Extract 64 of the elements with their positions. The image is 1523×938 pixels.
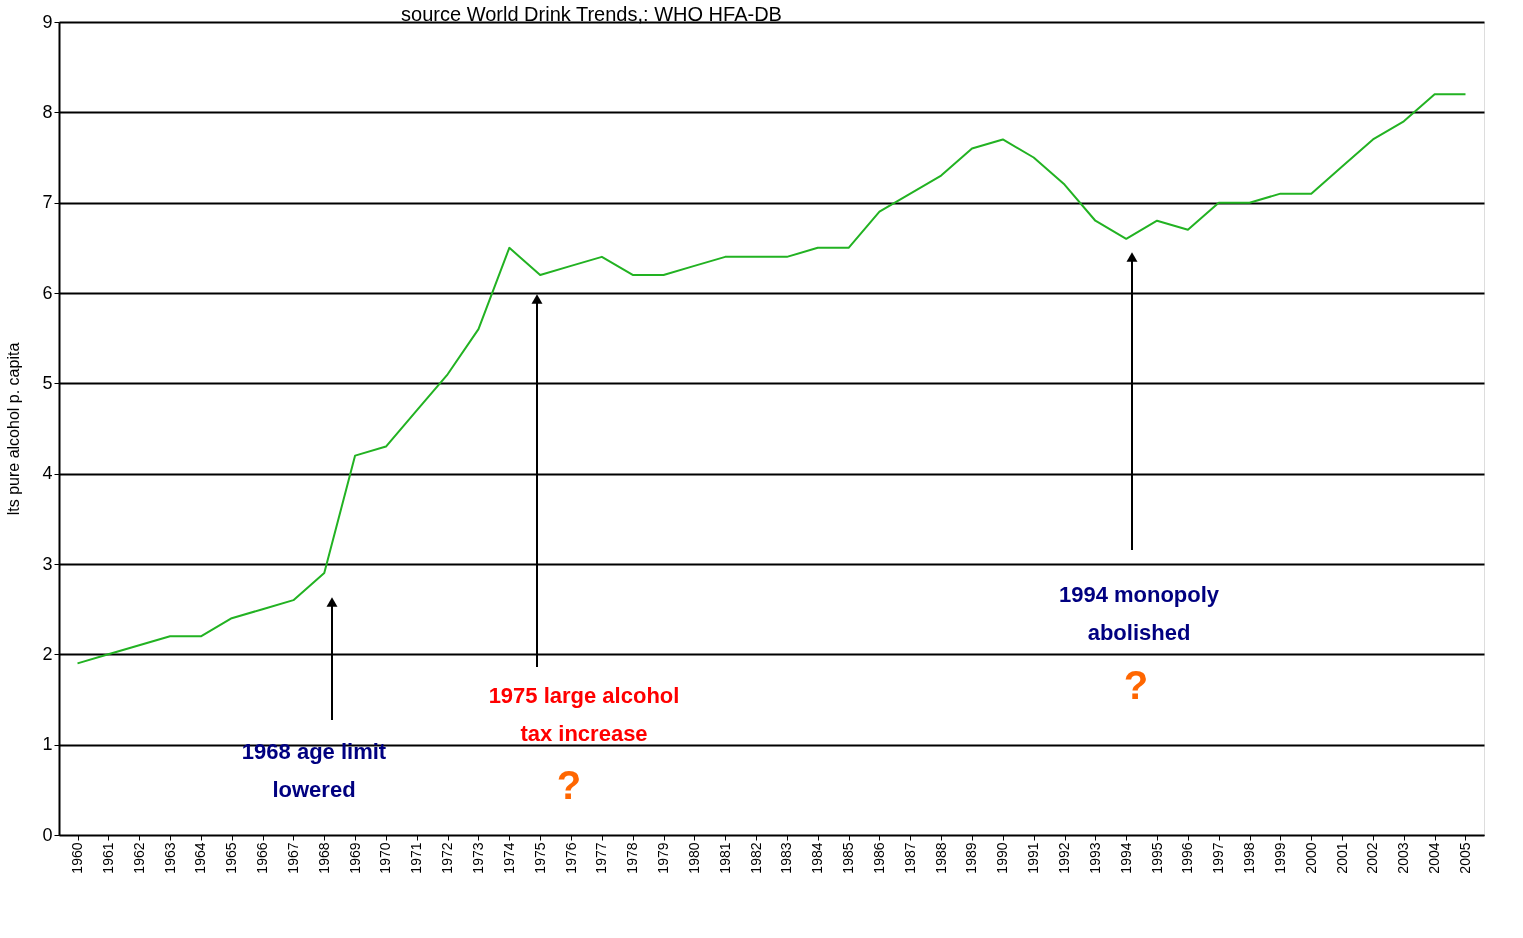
x-tick-label: 1987 <box>901 842 918 874</box>
annotation: ? <box>1123 663 1149 707</box>
x-tick-label: 1996 <box>1179 842 1196 874</box>
x-tick-label: 1962 <box>130 842 147 874</box>
x-tick-label: 1977 <box>593 842 610 874</box>
chart-title: source World Drink Trends,: WHO HFA-DB <box>401 3 782 25</box>
y-tick-label: 9 <box>42 11 53 32</box>
y-tick-label: 6 <box>42 282 53 303</box>
x-tick-label: 1971 <box>408 842 425 874</box>
x-tick-label: 1968 <box>315 842 332 874</box>
x-tick-label: 1979 <box>655 842 672 874</box>
x-tick-label: 1984 <box>809 842 826 874</box>
x-tick-label: 2004 <box>1426 842 1443 874</box>
x-tick-label: 1997 <box>1210 842 1227 874</box>
x-tick-label: 1964 <box>192 842 209 874</box>
x-tick-label: 1963 <box>161 842 178 874</box>
x-tick-label: 1998 <box>1241 842 1258 874</box>
x-tick-label: 1983 <box>778 842 795 874</box>
x-tick-label: 1972 <box>439 842 456 874</box>
x-tick-label: 2001 <box>1333 842 1350 874</box>
x-tick-label: 1973 <box>469 842 486 874</box>
x-tick-label: 2005 <box>1456 842 1473 874</box>
x-tick-label: 1981 <box>716 842 733 874</box>
annotation: 1968 age limit lowered <box>241 739 387 802</box>
y-tick-label: 7 <box>42 192 53 213</box>
annotation: 1994 monopoly abolished <box>1058 582 1220 645</box>
line-series <box>76 93 1467 665</box>
x-tick-label: 1999 <box>1271 842 1288 874</box>
annotation: ? <box>556 763 582 807</box>
y-tick-label: 0 <box>42 824 53 845</box>
y-tick-label: 2 <box>42 643 53 664</box>
y-tick-label: 4 <box>42 463 53 484</box>
x-tick-label: 1989 <box>963 842 980 874</box>
x-tick-label: 1966 <box>254 842 271 874</box>
x-tick-label: 2002 <box>1364 842 1381 874</box>
y-tick-label: 1 <box>42 734 53 755</box>
x-tick-label: 1990 <box>994 842 1011 874</box>
x-tick-label: 1965 <box>223 842 240 874</box>
x-tick-label: 1961 <box>99 842 116 874</box>
x-tick-label: 1982 <box>747 842 764 874</box>
x-tick-label: 1970 <box>377 842 394 874</box>
x-tick-label: 1993 <box>1086 842 1103 874</box>
y-tick-label: 5 <box>42 372 53 393</box>
x-tick-label: 1994 <box>1117 842 1134 874</box>
x-tick-label: 1969 <box>346 842 363 874</box>
x-tick-label: 2000 <box>1302 842 1319 874</box>
x-tick-label: 2003 <box>1395 842 1412 874</box>
x-tick-label: 1986 <box>870 842 887 874</box>
x-tick-label: 1991 <box>1025 842 1042 874</box>
x-tick-label: 1960 <box>69 842 86 874</box>
x-tick-label: 1974 <box>500 842 517 874</box>
x-tick-label: 1985 <box>840 842 857 874</box>
x-tick-label: 1978 <box>624 842 641 874</box>
x-tick-label: 1992 <box>1056 842 1073 874</box>
x-tick-label: 1980 <box>685 842 702 874</box>
y-tick-label: 3 <box>42 553 53 574</box>
x-tick-label: 1995 <box>1148 842 1165 874</box>
x-tick-label: 1967 <box>284 842 301 874</box>
x-tick-label: 1988 <box>932 842 949 874</box>
annotation: 1975 large alcohol tax increase <box>488 683 680 746</box>
y-tick-label: 8 <box>42 101 53 122</box>
x-tick-label: 1976 <box>562 842 579 874</box>
y-axis-title: lts pure alcohol p. capita <box>5 342 23 516</box>
x-tick-label: 1975 <box>531 842 548 874</box>
